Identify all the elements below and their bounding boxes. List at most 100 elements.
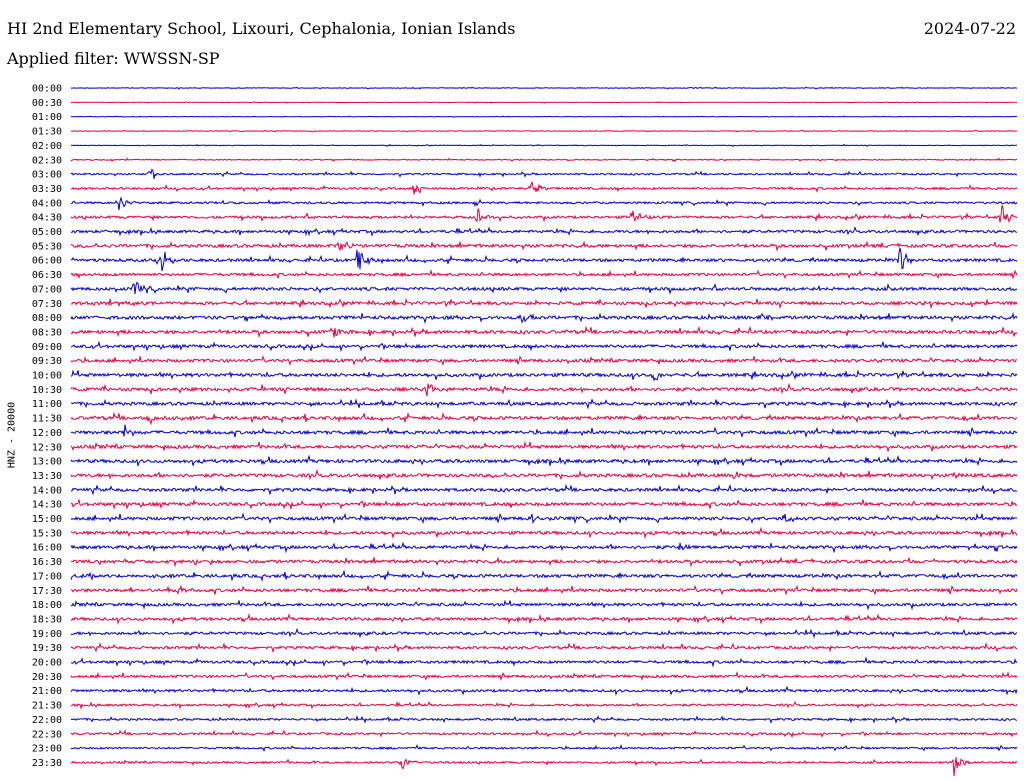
trace-line: [70, 743, 1018, 753]
trace-line: [70, 281, 1018, 295]
row-time-label: 13:30: [32, 471, 62, 482]
row-time-label: 11:00: [32, 399, 62, 410]
trace-lines: [70, 86, 1018, 776]
trace-line: [70, 205, 1018, 224]
trace-line: [70, 468, 1018, 481]
row-time-label: 02:30: [32, 155, 62, 166]
row-time-label: 04:30: [32, 213, 62, 224]
row-time-label: 02:00: [32, 141, 62, 152]
row-time-label: 16:00: [32, 543, 62, 554]
trace-line: [70, 424, 1018, 439]
trace-line: [70, 613, 1018, 626]
row-time-label: 01:00: [32, 112, 62, 123]
trace-line: [70, 569, 1018, 583]
trace-line: [70, 584, 1018, 596]
trace-line: [70, 729, 1018, 739]
trace-line: [70, 325, 1018, 339]
trace-line: [70, 382, 1018, 397]
row-time-label: 10:30: [32, 385, 62, 396]
trace-line: [70, 541, 1018, 554]
row-time-label: 23:00: [32, 744, 62, 755]
row-time-label: 07:30: [32, 299, 62, 310]
trace-line: [70, 298, 1018, 310]
trace-line: [70, 143, 1018, 147]
trace-line: [70, 715, 1018, 724]
row-time-label: 18:30: [32, 614, 62, 625]
row-time-label: 05:00: [32, 227, 62, 238]
row-time-label: 07:00: [32, 284, 62, 295]
row-time-label: 03:00: [32, 170, 62, 181]
trace-line: [70, 642, 1018, 654]
row-time-label: 21:00: [32, 686, 62, 697]
trace-line: [70, 180, 1018, 195]
trace-line: [70, 411, 1018, 426]
row-time-label: 12:30: [32, 442, 62, 453]
trace-line: [70, 226, 1018, 237]
row-time-label: 19:30: [32, 643, 62, 654]
row-time-label: 18:00: [32, 600, 62, 611]
trace-line: [70, 157, 1018, 163]
trace-line: [70, 685, 1018, 697]
y-axis-label-text: HNZ - 20000: [6, 401, 18, 469]
row-time-label: 23:30: [32, 758, 62, 769]
trace-line: [70, 498, 1018, 510]
trace-line: [70, 115, 1017, 118]
trace-line: [70, 340, 1018, 353]
trace-line: [70, 168, 1017, 180]
trace-line: [70, 671, 1018, 681]
row-time-label: 20:30: [32, 672, 62, 683]
trace-line: [70, 240, 1018, 252]
row-time-label: 10:00: [32, 371, 62, 382]
trace-line: [70, 129, 1018, 133]
row-time-label: 04:00: [32, 198, 62, 209]
row-time-label: 20:00: [32, 658, 62, 669]
row-time-label: 14:00: [32, 485, 62, 496]
station-title: HI 2nd Elementary School, Lixouri, Cepha…: [7, 19, 516, 38]
row-time-label: 13:00: [32, 457, 62, 468]
trace-line: [70, 268, 1018, 280]
row-labels: 00:00 00:30 01:00 01:30 02:00 02:30 03:00 03:30…: [32, 84, 62, 769]
row-time-label: 03:30: [32, 184, 62, 195]
row-time-label: 15:00: [32, 514, 62, 525]
row-time-label: 17:00: [32, 571, 62, 582]
row-time-label: 19:00: [32, 629, 62, 640]
trace-line: [70, 440, 1018, 452]
row-time-label: 00:00: [32, 84, 62, 95]
trace-line: [71, 86, 1018, 90]
trace-line: [70, 196, 1018, 211]
row-time-label: 17:30: [32, 586, 62, 597]
trace-line: [70, 247, 1018, 272]
row-time-label: 15:30: [32, 528, 62, 539]
row-time-label: 08:00: [32, 313, 62, 324]
row-time-label: 00:30: [32, 98, 62, 109]
trace-line: [70, 627, 1018, 639]
row-time-label: 08:30: [32, 327, 62, 338]
row-time-label: 14:30: [32, 500, 62, 511]
trace-line: [70, 454, 1018, 467]
trace-line: [71, 599, 1018, 611]
trace-line: [70, 656, 1018, 668]
row-time-label: 06:00: [32, 256, 62, 267]
row-time-label: 12:00: [32, 428, 62, 439]
trace-line: [70, 369, 1018, 382]
row-time-label: 11:30: [32, 414, 62, 425]
trace-line: [71, 556, 1018, 568]
trace-line: [70, 312, 1018, 325]
trace-line: [70, 101, 1017, 104]
trace-line: [70, 483, 1018, 496]
trace-line: [70, 355, 1018, 366]
row-time-label: 21:30: [32, 701, 62, 712]
trace-line: [70, 398, 1018, 410]
row-time-label: 09:30: [32, 356, 62, 367]
trace-line: [70, 700, 1018, 710]
y-axis-label: HNZ - 20000: [1, 390, 23, 480]
row-time-label: 01:30: [32, 127, 62, 138]
filter-label: Applied filter: WWSSN-SP: [7, 49, 220, 68]
row-time-label: 05:30: [32, 241, 62, 252]
row-time-label: 22:30: [32, 729, 62, 740]
date-label: 2024-07-22: [923, 19, 1016, 38]
trace-line: [70, 512, 1018, 525]
row-time-label: 22:00: [32, 715, 62, 726]
row-time-label: 16:30: [32, 557, 62, 568]
